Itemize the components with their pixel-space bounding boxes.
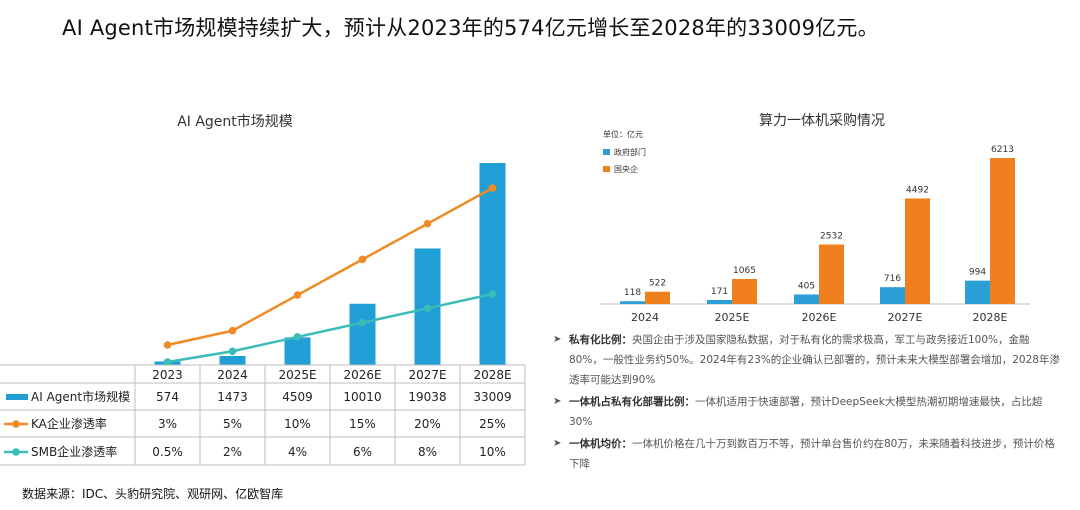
note-text: 一体机价格在几十万到数百万不等，预计单台售价约在80万，未来随着科技进步，预计价…	[569, 438, 1055, 470]
data-label-soe: 4492	[906, 185, 929, 195]
arrow-icon: ➤	[553, 438, 562, 449]
bar-soe	[905, 198, 930, 304]
table-value: 2%	[223, 445, 242, 459]
data-label-soe: 522	[649, 279, 666, 289]
note-appliance-share: ➤ 一体机占私有化部署比例：一体机适用于快速部署，预计DeepSeek大模型热潮…	[553, 392, 1063, 432]
data-label-gov: 405	[798, 281, 815, 291]
table-value: 15%	[349, 417, 376, 431]
point-ka-penetration	[228, 326, 237, 335]
bar-gov	[965, 280, 990, 304]
note-text: 一体机适用于快速部署，预计DeepSeek大模型热潮初期增速最快，占比超30%	[569, 396, 1043, 428]
ai-agent-market-chart: AI Agent市场规模 2023 2024 2025E 2026E 2027E 2028E…	[0, 113, 526, 466]
table-value: 19038	[408, 390, 446, 404]
bar-soe	[819, 244, 844, 304]
page-headline: AI Agent市场规模持续扩大，预计从2023年的574亿元增长至2028年的…	[62, 16, 879, 40]
category-label: 2024	[631, 311, 659, 324]
table-value: 6%	[353, 445, 372, 459]
unit-label: 单位：亿元	[603, 129, 643, 139]
category-label: 2024	[217, 368, 248, 382]
note-appliance-price: ➤ 一体机均价：一体机价格在几十万到数百万不等，预计单台售价约在80万，未来随着…	[553, 434, 1063, 474]
legend-key-soe	[603, 166, 610, 172]
legend-label: 政府部门	[614, 147, 646, 157]
data-label-gov: 118	[624, 288, 641, 298]
category-label: 2028E	[973, 311, 1008, 324]
legend-key-point	[12, 420, 20, 428]
table-value: 20%	[414, 417, 441, 431]
data-label-gov: 716	[884, 274, 901, 284]
point-smb-penetration	[488, 290, 497, 298]
data-label-soe: 1065	[733, 266, 756, 276]
point-smb-penetration	[228, 347, 237, 356]
bar-gov	[880, 287, 905, 304]
table-value: 25%	[479, 417, 506, 431]
table-value: 10%	[479, 445, 506, 459]
data-label-gov: 171	[711, 287, 728, 297]
bar-market-size	[219, 355, 246, 365]
line-smb-penetration	[167, 292, 493, 364]
legend-label: SMB企业渗透率	[31, 444, 117, 459]
category-label: 2027E	[888, 311, 923, 324]
bar-gov	[620, 301, 645, 304]
bar-soe	[645, 291, 670, 304]
category-label: 2028E	[473, 368, 511, 382]
table-value: 574	[156, 390, 179, 404]
category-label: 2026E	[802, 311, 837, 324]
legend-key-bar	[6, 394, 28, 400]
data-source: 数据来源：IDC、头豹研究院、观研网、亿欧智库	[22, 487, 284, 501]
bar-soe	[732, 278, 757, 304]
table-value: 10010	[343, 390, 381, 404]
bar-market-size	[284, 337, 311, 365]
chart-title: AI Agent市场规模	[177, 113, 293, 130]
table-value: 4509	[282, 390, 313, 404]
table-value: 8%	[418, 445, 437, 459]
table-value: 1473	[217, 390, 248, 404]
note-label: 私有化比例：	[569, 334, 632, 346]
bar-market-size	[349, 303, 376, 365]
category-label: 2023	[152, 368, 183, 382]
arrow-icon: ➤	[553, 334, 562, 345]
legend-key-point	[12, 448, 20, 456]
bar-market-size	[479, 163, 506, 365]
notes-panel: ➤ 私有化比例：央国企由于涉及国家隐私数据，对于私有化的需求极高，军工与政务接近…	[553, 330, 1063, 476]
category-label: 2027E	[408, 368, 446, 382]
point-ka-penetration	[293, 291, 302, 299]
legend-key-gov	[603, 149, 610, 155]
data-label-soe: 6213	[991, 145, 1014, 155]
note-private-ratio: ➤ 私有化比例：央国企由于涉及国家隐私数据，对于私有化的需求极高，军工与政务接近…	[553, 330, 1063, 390]
chart-title: 算力一体机采购情况	[759, 113, 885, 129]
table-value: 0.5%	[152, 445, 183, 459]
category-label: 2026E	[343, 368, 381, 382]
category-label: 2025E	[715, 311, 750, 324]
point-ka-penetration	[423, 219, 432, 228]
point-ka-penetration	[163, 341, 172, 349]
bar-gov	[707, 299, 732, 304]
table-value: 3%	[158, 417, 177, 431]
bar-gov	[794, 294, 819, 304]
legend-label: AI Agent市场规模	[31, 389, 130, 404]
point-smb-penetration	[358, 318, 367, 327]
bar-soe	[990, 158, 1015, 304]
point-smb-penetration	[163, 358, 172, 366]
note-label: 一体机均价：	[569, 438, 632, 450]
table-value: 33009	[473, 390, 511, 404]
point-ka-penetration	[358, 255, 367, 264]
note-label: 一体机占私有化部署比例：	[569, 396, 695, 408]
category-label: 2025E	[278, 368, 316, 382]
data-label-gov: 994	[969, 268, 986, 278]
arrow-icon: ➤	[553, 396, 562, 407]
legend-label: 国央企	[614, 164, 638, 174]
data-label-soe: 2532	[820, 232, 843, 242]
note-text: 央国企由于涉及国家隐私数据，对于私有化的需求极高，军工与政务接近100%，金融8…	[569, 334, 1060, 386]
point-smb-penetration	[423, 304, 432, 313]
legend-label: KA企业渗透率	[31, 416, 107, 431]
line-ka-penetration	[167, 186, 494, 347]
table-value: 10%	[284, 417, 311, 431]
table-value: 4%	[288, 445, 307, 459]
point-ka-penetration	[488, 184, 497, 192]
table-value: 5%	[223, 417, 242, 431]
point-smb-penetration	[293, 333, 302, 341]
